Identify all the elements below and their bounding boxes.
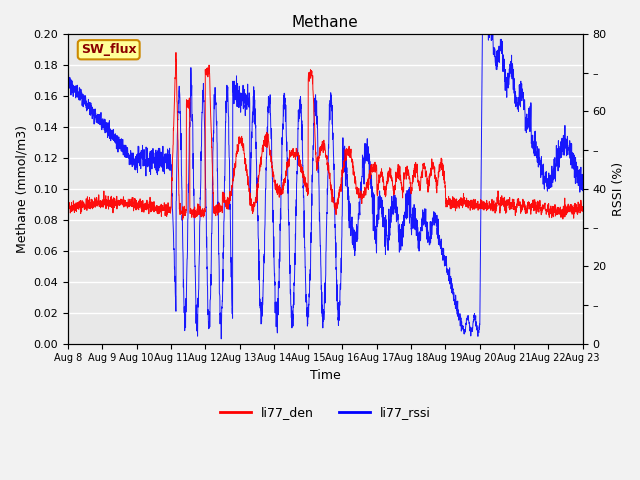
Legend: li77_den, li77_rssi: li77_den, li77_rssi <box>214 401 436 424</box>
Y-axis label: RSSI (%): RSSI (%) <box>612 162 625 216</box>
X-axis label: Time: Time <box>310 369 340 382</box>
Text: SW_flux: SW_flux <box>81 43 136 56</box>
Y-axis label: Methane (mmol/m3): Methane (mmol/m3) <box>15 125 28 253</box>
Title: Methane: Methane <box>292 15 358 30</box>
